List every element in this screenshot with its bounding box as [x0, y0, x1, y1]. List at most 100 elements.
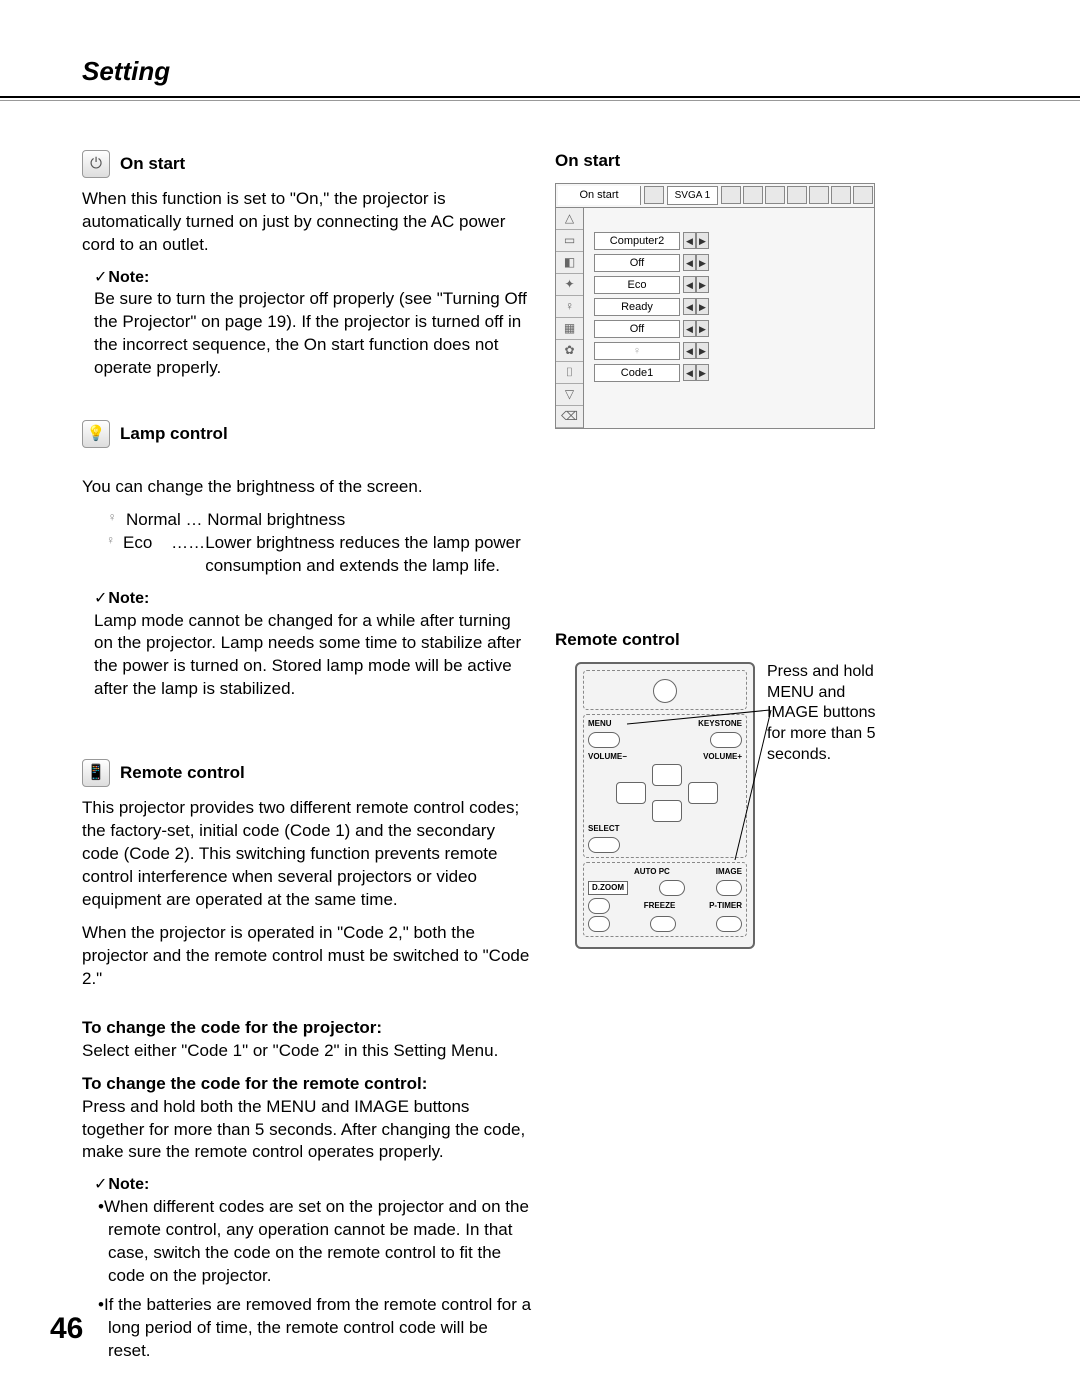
osd-row: Eco◀▶	[584, 274, 874, 296]
osd-right-arrow[interactable]: ▶	[696, 320, 709, 337]
osd-side-icon-5[interactable]: ▦	[556, 318, 583, 340]
osd-topicon-2[interactable]	[721, 186, 741, 204]
remote-body2: When the projector is operated in "Code …	[82, 922, 532, 991]
osd-right-arrow[interactable]: ▶	[696, 232, 709, 249]
osd-side-icon-2[interactable]: ◧	[556, 252, 583, 274]
proj-change-head: To change the code for the projector:	[82, 1017, 532, 1040]
lamp-icon: 💡	[82, 420, 110, 448]
rc-ptimer-label: P-TIMER	[709, 901, 742, 912]
osd-topicon-1[interactable]	[644, 186, 664, 204]
rc-image-label: IMAGE	[716, 867, 742, 878]
page-title: Setting	[82, 54, 1080, 89]
remote-note-b2: •If the batteries are removed from the r…	[98, 1294, 532, 1363]
onstart-note-label: Note:	[94, 267, 532, 289]
osd-right-arrow[interactable]: ▶	[696, 342, 709, 359]
osd-title: On start	[555, 150, 985, 173]
osd-left-arrow[interactable]: ◀	[683, 232, 696, 249]
remote-callout-note: Press and hold MENU and IMAGE buttons fo…	[767, 662, 897, 766]
remote-body1: This projector provides two different re…	[82, 797, 532, 912]
rc-right-button[interactable]	[688, 782, 718, 804]
remote-heading: Remote control	[120, 762, 245, 785]
osd-row: Code1◀▶	[584, 362, 874, 384]
rc-change-head: To change the code for the remote contro…	[82, 1073, 532, 1096]
osd-left-arrow[interactable]: ◀	[683, 298, 696, 315]
rc-volplus-label: VOLUME+	[703, 752, 742, 763]
rc-ptimer-button[interactable]	[716, 916, 742, 932]
osd-right-arrow[interactable]: ▶	[696, 298, 709, 315]
osd-side-icon-1[interactable]: ▭	[556, 230, 583, 252]
rc-left-button[interactable]	[616, 782, 646, 804]
osd-topicon-5[interactable]	[787, 186, 807, 204]
osd-value: Code1	[594, 364, 680, 383]
rc-keystone-label: KEYSTONE	[698, 719, 742, 730]
osd-scroll-up[interactable]: △	[556, 208, 583, 230]
osd-side-icon-4[interactable]: ♀	[556, 296, 583, 318]
osd-topicon-8[interactable]	[853, 186, 873, 204]
osd-right-arrow[interactable]: ▶	[696, 276, 709, 293]
osd-topicon-6[interactable]	[809, 186, 829, 204]
osd-row: ♀◀▶	[584, 340, 874, 362]
lamp-normal-desc: Normal brightness	[207, 510, 345, 529]
osd-signal: SVGA 1	[667, 186, 718, 206]
osd-side-icon-7[interactable]: ⌷	[556, 362, 583, 384]
rc-up-button[interactable]	[652, 764, 682, 786]
rc-autopc-button[interactable]	[659, 880, 685, 896]
remote-note-label: Note:	[94, 1174, 532, 1196]
lamp-eco-desc: Lower brightness reduces the lamp power …	[205, 532, 532, 578]
onstart-heading: On start	[120, 153, 185, 176]
rc-freeze-button[interactable]	[650, 916, 676, 932]
rc-menu-label: MENU	[588, 719, 612, 730]
rc-keystone-button[interactable]	[710, 732, 742, 748]
rc-dpad	[588, 764, 742, 822]
rc-menu-button[interactable]	[588, 732, 620, 748]
lamp-note-label: Note:	[94, 588, 532, 610]
rc-select-button[interactable]	[588, 837, 620, 853]
osd-topicon-3[interactable]	[743, 186, 763, 204]
osd-left-arrow[interactable]: ◀	[683, 254, 696, 271]
osd-topicon-4[interactable]	[765, 186, 785, 204]
osd-topicon-7[interactable]	[831, 186, 851, 204]
osd-row: Off◀▶	[584, 318, 874, 340]
rc-power-button[interactable]	[653, 679, 677, 703]
osd-value: Computer2	[594, 232, 680, 251]
osd-top-label: On start	[558, 186, 641, 205]
onstart-icon: ⏻	[82, 150, 110, 178]
rc-dzoom-plus-button[interactable]	[588, 898, 610, 914]
lamp-eco-label: Eco ……	[123, 532, 205, 578]
rc-autopc-label: AUTO PC	[634, 867, 670, 878]
bulb-eco-icon: ♀	[106, 532, 115, 544]
rc-volminus-label: VOLUME−	[588, 752, 627, 763]
osd-side-icon-3[interactable]: ✦	[556, 274, 583, 296]
osd-value: ♀	[594, 342, 680, 361]
osd-left-arrow[interactable]: ◀	[683, 364, 696, 381]
osd-scroll-down[interactable]: ▽	[556, 384, 583, 406]
header-rule-thin	[0, 100, 1080, 101]
lamp-normal-label: Normal …	[126, 510, 203, 529]
rc-dzoom-minus-button[interactable]	[588, 916, 610, 932]
lamp-heading: Lamp control	[120, 423, 228, 446]
osd-side-icon-6[interactable]: ✿	[556, 340, 583, 362]
rc-image-button[interactable]	[716, 880, 742, 896]
osd-row: Off◀▶	[584, 252, 874, 274]
osd-left-arrow[interactable]: ◀	[683, 320, 696, 337]
rc-freeze-label: FREEZE	[644, 901, 676, 912]
remote-diagram: MENU KEYSTONE VOLUME− VOLUME+	[575, 662, 755, 949]
remote-diagram-title: Remote control	[555, 629, 985, 652]
osd-right-arrow[interactable]: ▶	[696, 364, 709, 381]
osd-left-arrow[interactable]: ◀	[683, 276, 696, 293]
remote-note-b1: •When different codes are set on the pro…	[98, 1196, 532, 1288]
osd-row: Computer2◀▶	[584, 230, 874, 252]
osd-side-icon-exit[interactable]: ⌫	[556, 406, 583, 428]
rc-change-body: Press and hold both the MENU and IMAGE b…	[82, 1096, 532, 1165]
page-number: 46	[50, 1309, 83, 1350]
osd-value: Eco	[594, 276, 680, 295]
osd-menu: On start SVGA 1 △ ▭ ◧ ✦ ♀ ▦ ✿ ⌷ ▽ ⌫	[555, 183, 875, 429]
osd-right-arrow[interactable]: ▶	[696, 254, 709, 271]
lamp-item-eco: ♀ Eco …… Lower brightness reduces the la…	[106, 532, 532, 578]
bulb-normal-icon: ♀	[106, 509, 118, 521]
osd-value: Ready	[594, 298, 680, 317]
osd-left-arrow[interactable]: ◀	[683, 342, 696, 359]
rc-down-button[interactable]	[652, 800, 682, 822]
lamp-body: You can change the brightness of the scr…	[82, 476, 532, 499]
rc-select-label: SELECT	[588, 824, 620, 835]
